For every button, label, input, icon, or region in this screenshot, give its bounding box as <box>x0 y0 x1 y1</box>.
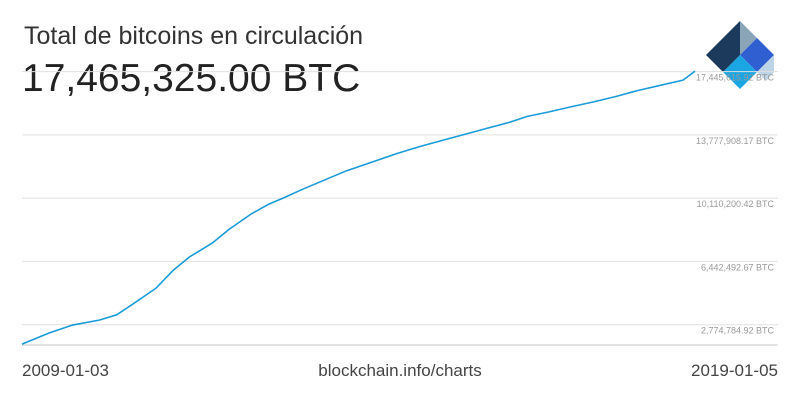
total-value: 17,465,325.00 BTC <box>22 57 361 100</box>
data-point <box>615 96 616 97</box>
logo-small-facet <box>757 55 774 81</box>
data-point <box>229 229 230 230</box>
data-point <box>593 102 594 103</box>
data-point <box>284 197 285 198</box>
data-point <box>71 325 72 326</box>
logo-top-left-facet <box>706 21 740 55</box>
y-tick-label: 6,442,492.67 BTC <box>701 262 775 272</box>
data-point <box>396 153 397 154</box>
data-point <box>212 243 213 244</box>
logo-bottom-left-facet <box>706 55 740 72</box>
data-point <box>509 122 510 123</box>
data-point <box>419 146 420 147</box>
data-point <box>695 71 696 72</box>
y-tick-label: 13,777,908.17 BTC <box>696 136 775 146</box>
logo-top-facet <box>740 21 757 55</box>
data-point <box>268 204 269 205</box>
y-tick-label: 2,774,784.92 BTC <box>701 326 775 336</box>
x-axis-end-label: 2019-01-05 <box>691 361 778 380</box>
data-point <box>570 106 571 107</box>
data-point <box>660 85 661 86</box>
y-tick-label: 10,110,200.42 BTC <box>697 199 775 209</box>
data-point <box>99 319 100 320</box>
data-point <box>22 344 23 345</box>
chart-title: Total de bitcoins en circulación <box>24 22 364 50</box>
data-point <box>346 170 347 171</box>
data-point <box>548 112 549 113</box>
data-point <box>116 314 117 315</box>
data-point <box>189 256 190 257</box>
data-point <box>172 270 173 271</box>
data-point <box>301 189 302 190</box>
series-line <box>21 70 696 345</box>
data-point <box>133 303 134 304</box>
data-point <box>464 134 465 135</box>
source-label: blockchain.info/charts <box>318 361 482 380</box>
data-point <box>251 213 252 214</box>
data-point <box>441 140 442 141</box>
data-point <box>683 80 684 81</box>
data-point <box>156 288 157 289</box>
data-point <box>49 332 50 333</box>
y-tick-label: 17,445,615.92 BTC <box>696 73 775 83</box>
x-axis-start-label: 2009-01-03 <box>22 361 109 380</box>
data-point <box>637 90 638 91</box>
data-point <box>374 161 375 162</box>
data-point <box>324 180 325 181</box>
data-point <box>486 128 487 129</box>
data-point <box>527 116 528 117</box>
